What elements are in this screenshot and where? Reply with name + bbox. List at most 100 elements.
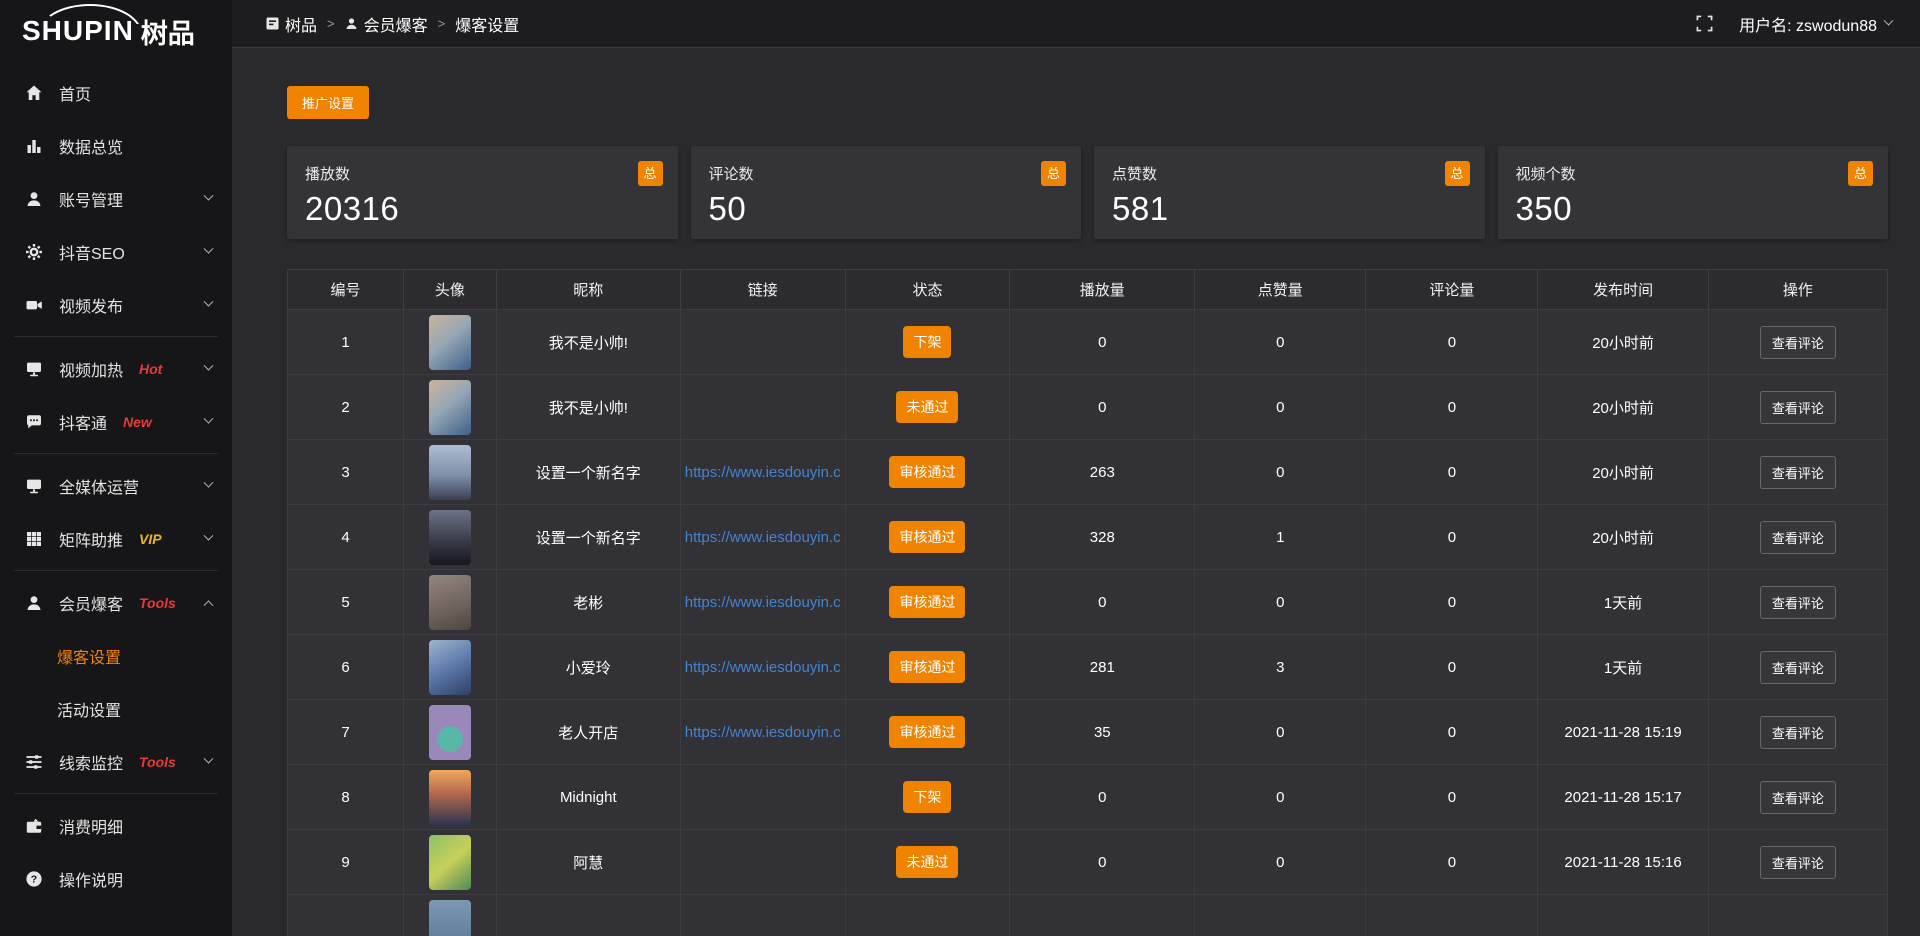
view-comments-button[interactable]: 查看评论 bbox=[1759, 325, 1836, 359]
cell-likes: 0 bbox=[1194, 309, 1367, 375]
table-row: 2 我不是小帅! 未通过 0 0 0 20小时前 查看评论 bbox=[287, 374, 1889, 440]
chevron-down-icon bbox=[1883, 15, 1894, 26]
topbar-right: 用户名: zswodun88 bbox=[1696, 12, 1894, 36]
avatar-image bbox=[428, 379, 471, 435]
video-link[interactable]: https://www.iesdouyin.c bbox=[684, 593, 841, 611]
sidebar-item-home[interactable]: 首页 bbox=[0, 66, 232, 119]
video-link[interactable]: https://www.iesdouyin.c bbox=[684, 528, 841, 546]
brand-name-cn: 树品 bbox=[140, 18, 195, 49]
user-menu[interactable]: 用户名: zswodun88 bbox=[1739, 12, 1894, 36]
cell-comments: 0 bbox=[1365, 829, 1539, 895]
tools-tag: Tools bbox=[139, 594, 176, 611]
cell-actions: 查看评论 bbox=[1707, 374, 1889, 440]
avatar-image bbox=[428, 639, 471, 695]
cell-id: 1 bbox=[287, 309, 404, 375]
stat-value: 581 bbox=[1112, 190, 1169, 227]
cell-link: https://www.iesdouyin.c bbox=[679, 634, 846, 700]
breadcrumb-item-shupin[interactable]: 树品 bbox=[266, 12, 317, 36]
screen-icon bbox=[24, 476, 44, 496]
sidebar-item-video-heating[interactable]: 视频加热 Hot bbox=[0, 342, 232, 395]
sidebar-subitem-baoke-settings[interactable]: 爆客设置 bbox=[0, 629, 232, 682]
cell-id: 9 bbox=[287, 829, 404, 895]
cell-avatar bbox=[403, 504, 497, 570]
user-small-icon bbox=[346, 18, 357, 29]
stat-label: 播放数 bbox=[305, 166, 351, 183]
cell-avatar bbox=[403, 699, 497, 765]
cell-id: 2 bbox=[287, 374, 404, 440]
cell-plays: 0 bbox=[1009, 569, 1196, 635]
cell-plays: 35 bbox=[1009, 699, 1196, 765]
view-comments-button[interactable]: 查看评论 bbox=[1759, 520, 1836, 554]
menu-divider bbox=[14, 570, 218, 571]
sidebar-item-douyin-seo[interactable]: 抖音SEO bbox=[0, 225, 232, 278]
sidebar-item-account-management[interactable]: 账号管理 bbox=[0, 172, 232, 225]
cell-link: https://www.iesdouyin.c bbox=[679, 439, 846, 505]
chevron-down-icon bbox=[203, 360, 214, 371]
sidebar-item-all-media-operation[interactable]: 全媒体运营 bbox=[0, 459, 232, 512]
gear-icon bbox=[24, 242, 44, 262]
stat-label: 视频个数 bbox=[1515, 166, 1576, 183]
grid-icon bbox=[24, 529, 44, 549]
cell-plays: 281 bbox=[1009, 634, 1196, 700]
avatar-image bbox=[428, 834, 471, 890]
video-link[interactable]: https://www.iesdouyin.c bbox=[684, 658, 841, 676]
table-row: 7 老人开店 https://www.iesdouyin.c 审核通过 35 0… bbox=[287, 699, 1889, 765]
view-comments-button[interactable]: 查看评论 bbox=[1759, 390, 1836, 424]
sliders-icon bbox=[24, 752, 44, 772]
video-link[interactable]: https://www.iesdouyin.c bbox=[684, 463, 841, 481]
table-row: 6 小爱玲 https://www.iesdouyin.c 审核通过 281 3… bbox=[287, 634, 1889, 700]
cell-likes: 3 bbox=[1194, 634, 1367, 700]
cell-time: 20小时前 bbox=[1537, 439, 1709, 505]
cell-plays: 0 bbox=[1009, 829, 1196, 895]
view-comments-button[interactable]: 查看评论 bbox=[1759, 650, 1836, 684]
fullscreen-icon[interactable] bbox=[1696, 15, 1713, 32]
chevron-down-icon bbox=[203, 413, 214, 424]
help-circle-icon: ? bbox=[24, 869, 44, 889]
cell-id: 5 bbox=[287, 569, 404, 635]
sidebar-item-label: 抖客通 bbox=[59, 415, 108, 433]
sidebar-item-doukeotong[interactable]: 抖客通 New bbox=[0, 395, 232, 448]
sidebar-item-consumption-details[interactable]: 消费明细 bbox=[0, 799, 232, 852]
hot-tag: Hot bbox=[139, 360, 163, 377]
breadcrumb-item-member-baoke[interactable]: 会员爆客 bbox=[345, 12, 428, 36]
home-icon bbox=[24, 83, 44, 103]
avatar-image bbox=[428, 574, 471, 630]
sidebar-item-label: 视频加热 bbox=[59, 362, 124, 380]
sidebar-subitem-activity-settings[interactable]: 活动设置 bbox=[0, 682, 232, 735]
main-content: 推广设置 播放数 20316 总 评论数 50 总 点赞数 581 总 视频个数… bbox=[232, 48, 1920, 936]
col-header-id: 编号 bbox=[287, 269, 404, 310]
cell-actions: 查看评论 bbox=[1707, 504, 1889, 570]
cell-nickname: 小爱玲 bbox=[495, 634, 681, 700]
stat-card-plays: 播放数 20316 总 bbox=[287, 146, 678, 239]
sidebar-item-clue-monitor[interactable]: 线索监控 Tools bbox=[0, 735, 232, 788]
sidebar-item-label: 操作说明 bbox=[59, 872, 124, 890]
sidebar-item-member-baoke[interactable]: 会员爆客 Tools bbox=[0, 576, 232, 629]
tools-tag: Tools bbox=[139, 753, 176, 770]
sidebar-item-label: 矩阵助推 bbox=[59, 532, 124, 550]
view-comments-button[interactable]: 查看评论 bbox=[1759, 585, 1836, 619]
view-comments-button[interactable]: 查看评论 bbox=[1759, 715, 1836, 749]
cell-comments: 0 bbox=[1365, 569, 1539, 635]
view-comments-button[interactable]: 查看评论 bbox=[1759, 845, 1836, 879]
video-link[interactable]: https://www.iesdouyin.c bbox=[684, 723, 841, 741]
breadcrumb: 树品 > 会员爆客 > 爆客设置 bbox=[266, 12, 519, 36]
cell-link bbox=[679, 894, 846, 936]
sidebar-item-operation-guide[interactable]: ? 操作说明 bbox=[0, 852, 232, 905]
sidebar-item-matrix-boost[interactable]: 矩阵助推 VIP bbox=[0, 512, 232, 565]
chevron-down-icon bbox=[203, 530, 214, 541]
status-badge: 未通过 bbox=[896, 846, 959, 878]
cell-avatar bbox=[403, 374, 497, 440]
view-comments-button[interactable]: 查看评论 bbox=[1759, 455, 1836, 489]
sidebar-item-video-publish[interactable]: 视频发布 bbox=[0, 278, 232, 331]
breadcrumb-label: 会员爆客 bbox=[363, 17, 428, 35]
monitor-icon bbox=[24, 359, 44, 379]
promotion-settings-button[interactable]: 推广设置 bbox=[287, 86, 370, 119]
sidebar-item-data-overview[interactable]: 数据总览 bbox=[0, 119, 232, 172]
chevron-down-icon bbox=[203, 190, 214, 201]
cell-avatar bbox=[403, 309, 497, 375]
topbar: 树品 > 会员爆客 > 爆客设置 用户名: zswodun88 bbox=[232, 0, 1920, 48]
cell-time: 20小时前 bbox=[1537, 504, 1709, 570]
chevron-up-icon bbox=[203, 600, 214, 611]
view-comments-button[interactable]: 查看评论 bbox=[1759, 780, 1836, 814]
col-header-link: 链接 bbox=[679, 269, 846, 310]
